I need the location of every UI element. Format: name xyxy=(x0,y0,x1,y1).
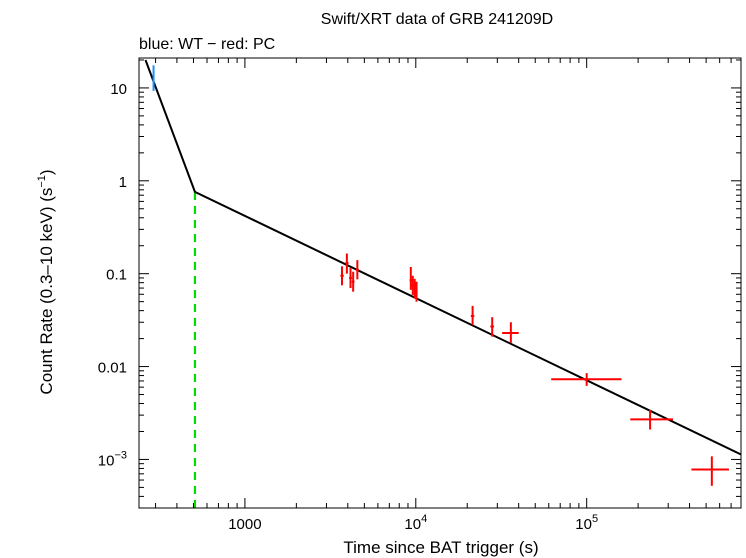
y-tick-label: 0.01 xyxy=(98,360,127,377)
data-point xyxy=(551,373,622,386)
y-ticks xyxy=(139,59,741,509)
plot-clip-group xyxy=(144,59,741,508)
data-point xyxy=(502,322,519,343)
data-point xyxy=(691,456,729,486)
data-point xyxy=(411,275,414,295)
data-point xyxy=(340,266,344,286)
chart-title: Swift/XRT data of GRB 241209D xyxy=(321,11,553,28)
x-tick-label: 104 xyxy=(404,513,427,533)
data-point xyxy=(470,305,475,326)
series-pc xyxy=(340,253,729,486)
series-wt xyxy=(152,65,155,91)
data-point xyxy=(409,267,412,290)
data-point xyxy=(415,281,418,302)
x-axis-label: Time since BAT trigger (s) xyxy=(343,538,538,557)
y-tick-label: 1 xyxy=(119,174,127,191)
axes: 1000 104 105 10 1 0.1 0.01 10−3 xyxy=(98,57,742,533)
data-point xyxy=(355,260,359,280)
data-point xyxy=(490,317,495,337)
y-axis-label: Count Rate (0.3–10 keV) (s−1) xyxy=(36,169,56,394)
x-tick-label: 105 xyxy=(575,513,598,533)
y-tick-label: 0.1 xyxy=(106,267,127,284)
data-point xyxy=(345,253,349,274)
data-point xyxy=(152,65,155,91)
model-fit-line xyxy=(144,59,741,456)
data-point xyxy=(351,271,355,292)
data-point xyxy=(630,410,673,430)
y-tick-label: 10 xyxy=(110,81,127,98)
y-tick-label: 10−3 xyxy=(98,449,127,469)
x-ticks xyxy=(155,58,742,508)
plot-area xyxy=(144,59,741,508)
x-tick-label: 1000 xyxy=(228,516,261,533)
plot-frame xyxy=(138,57,742,509)
data-point xyxy=(349,268,352,289)
chart-subtitle: blue: WT − red: PC xyxy=(139,36,275,53)
data-point xyxy=(413,278,416,299)
